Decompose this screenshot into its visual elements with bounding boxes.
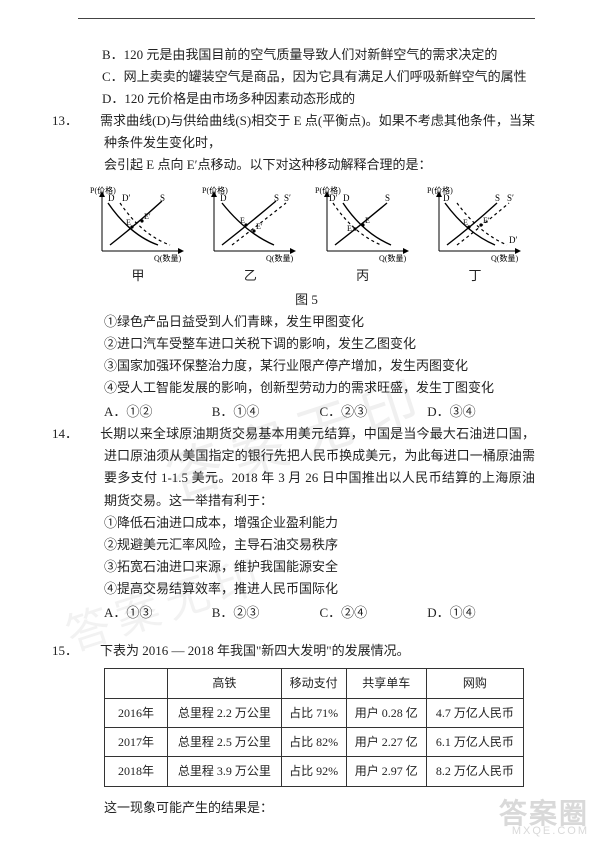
chart-jia: P(价格) Q(数量) D D′ S E E′ 甲 bbox=[88, 183, 188, 287]
q13-opt-a: A．①② bbox=[104, 401, 212, 423]
chart-jia-label: 甲 bbox=[88, 265, 188, 287]
svg-text:D: D bbox=[108, 193, 115, 203]
q13-circ-4: ④受人工智能发展的影响，创新型劳动力的需求旺盛，发生丁图变化 bbox=[78, 377, 535, 399]
q14-circ-1: ①降低石油进口成本，增强企业盈利能力 bbox=[78, 512, 535, 534]
cell: 6.1 万亿人民币 bbox=[426, 727, 523, 756]
th-col3: 共享单车 bbox=[346, 669, 426, 698]
th-col2: 移动支付 bbox=[281, 669, 346, 698]
th-col1: 高铁 bbox=[168, 669, 282, 698]
chart-ding: P(价格) Q(数量) D D′ S S′ E E′ bbox=[425, 183, 525, 287]
chart-yi-label: 乙 bbox=[200, 265, 300, 287]
cell: 8.2 万亿人民币 bbox=[426, 757, 523, 786]
svg-text:E′: E′ bbox=[256, 222, 263, 231]
cell: 总里程 2.5 万公里 bbox=[168, 727, 282, 756]
table-row-header: 高铁 移动支付 共享单车 网购 bbox=[105, 669, 524, 698]
svg-text:E′: E′ bbox=[144, 212, 151, 221]
cell: 4.7 万亿人民币 bbox=[426, 698, 523, 727]
q13-number: 13． bbox=[78, 110, 100, 132]
chart-bing: P(价格) Q(数量) D D′ S E E′ 丙 bbox=[313, 183, 413, 287]
q14-circ-2: ②规避美元汇率风险，主导石油交易秩序 bbox=[78, 534, 535, 556]
q15-table: 高铁 移动支付 共享单车 网购 2016年 总里程 2.2 万公里 占比 71%… bbox=[104, 668, 524, 787]
svg-text:S: S bbox=[160, 193, 165, 203]
cell: 2017年 bbox=[105, 727, 168, 756]
table-row: 2017年 总里程 2.5 万公里 占比 82% 用户 2.27 亿 6.1 万… bbox=[105, 727, 524, 756]
q14-options: A．①③ B．②③ C．②④ D．①④ bbox=[78, 602, 535, 624]
q12-option-c: C．网上卖卖的罐装空气是商品，因为它具有满足人们呼吸新鲜空气的属性 bbox=[102, 66, 535, 88]
cell: 用户 2.27 亿 bbox=[346, 727, 426, 756]
table-row: 2018年 总里程 3.9 万公里 占比 92% 用户 2.97 亿 8.2 万… bbox=[105, 757, 524, 786]
q14-opt-b: B．②③ bbox=[212, 602, 320, 624]
q13-stem-line2: 会引起 E 点向 E′点移动。以下对这种移动解释合理的是： bbox=[78, 154, 535, 176]
svg-text:D′: D′ bbox=[329, 193, 337, 203]
cell: 占比 82% bbox=[281, 727, 346, 756]
q13-chart-row: P(价格) Q(数量) D D′ S E E′ 甲 bbox=[88, 183, 525, 287]
svg-text:D: D bbox=[220, 193, 227, 203]
q15-number: 15． bbox=[78, 640, 100, 662]
svg-text:E: E bbox=[126, 218, 131, 227]
cell: 占比 71% bbox=[281, 698, 346, 727]
svg-text:Q(数量): Q(数量) bbox=[154, 253, 181, 263]
cell: 总里程 3.9 万公里 bbox=[168, 757, 282, 786]
svg-text:S: S bbox=[385, 193, 390, 203]
q14-circ-4: ④提高交易结算效率，推进人民币国际化 bbox=[78, 578, 535, 600]
chart-bing-label: 丙 bbox=[313, 265, 413, 287]
table-row: 2016年 总里程 2.2 万公里 占比 71% 用户 0.28 亿 4.7 万… bbox=[105, 698, 524, 727]
page: 答案无印 答案无印 B．120 元是由我国目前的空气质量导致人们对新鲜空气的需求… bbox=[0, 0, 595, 842]
svg-text:S′: S′ bbox=[284, 193, 291, 203]
q13-circ-1: ①绿色产品日益受到人们青睐，发生甲图变化 bbox=[78, 311, 535, 333]
cell: 占比 92% bbox=[281, 757, 346, 786]
svg-text:S: S bbox=[495, 193, 500, 203]
q15-tail: 这一现象可能产生的结果是： bbox=[78, 797, 535, 819]
svg-text:S: S bbox=[274, 193, 279, 203]
q13-stem: 13．需求曲线(D)与供给曲线(S)相交于 E 点(平衡点)。如果不考虑其他条件… bbox=[78, 110, 535, 154]
svg-text:E: E bbox=[365, 216, 370, 225]
q12-option-b: B．120 元是由我国目前的空气质量导致人们对新鲜空气的需求决定的 bbox=[102, 44, 535, 66]
cell: 用户 2.97 亿 bbox=[346, 757, 426, 786]
q14-circ-3: ③拓宽石油进口来源，维护我国能源安全 bbox=[78, 556, 535, 578]
q14-opt-d: D．①④ bbox=[427, 602, 535, 624]
header-faded-text bbox=[78, 19, 535, 36]
cell: 总里程 2.2 万公里 bbox=[168, 698, 282, 727]
q13-stem-line1: 需求曲线(D)与供给曲线(S)相交于 E 点(平衡点)。如果不考虑其他条件，当某… bbox=[100, 113, 535, 150]
chart-ding-label: 丁 bbox=[425, 265, 525, 287]
svg-text:Q(数量): Q(数量) bbox=[491, 253, 518, 263]
q14-stem-text: 长期以来全球原油期货交易基本用美元结算，中国是当今最大石油进口国，进口原油须从美… bbox=[100, 426, 535, 507]
logo-text-2: MXQE.COM bbox=[499, 826, 589, 838]
cell: 用户 0.28 亿 bbox=[346, 698, 426, 727]
svg-text:S′: S′ bbox=[507, 193, 514, 203]
bottom-logo: 答案圈 MXQE.COM bbox=[499, 799, 589, 838]
cell: 2018年 bbox=[105, 757, 168, 786]
svg-text:E′: E′ bbox=[483, 216, 490, 225]
svg-text:E: E bbox=[463, 218, 468, 227]
q15-stem-text: 下表为 2016 — 2018 年我国"新四大发明"的发展情况。 bbox=[100, 643, 410, 658]
svg-text:E: E bbox=[240, 216, 245, 225]
cell: 2016年 bbox=[105, 698, 168, 727]
svg-text:D′: D′ bbox=[509, 235, 517, 245]
chart-yi: P(价格) Q(数量) S S′ D E E′ 乙 bbox=[200, 183, 300, 287]
q14-opt-c: C．②④ bbox=[320, 602, 428, 624]
th-col4: 网购 bbox=[426, 669, 523, 698]
q14-opt-a: A．①③ bbox=[104, 602, 212, 624]
th-blank bbox=[105, 669, 168, 698]
q15-table-wrap: 高铁 移动支付 共享单车 网购 2016年 总里程 2.2 万公里 占比 71%… bbox=[78, 668, 535, 787]
q12-option-d: D．120 元价格是由市场多种因素动态形成的 bbox=[102, 88, 535, 110]
q13-options: A．①② B．①④ C．②③ D．③④ bbox=[78, 401, 535, 423]
q14-number: 14． bbox=[78, 423, 100, 445]
q13-circ-2: ②进口汽车受整车进口关税下调的影响，发生乙图变化 bbox=[78, 333, 535, 355]
q13-opt-b: B．①④ bbox=[212, 401, 320, 423]
svg-text:D: D bbox=[343, 193, 350, 203]
logo-text-1: 答案圈 bbox=[499, 799, 589, 828]
svg-text:D′: D′ bbox=[122, 193, 130, 203]
q13-circ-3: ③国家加强环保整治力度，某行业限产停产增加，发生丙图变化 bbox=[78, 355, 535, 377]
q15-stem: 15．下表为 2016 — 2018 年我国"新四大发明"的发展情况。 bbox=[78, 640, 535, 662]
svg-text:Q(数量): Q(数量) bbox=[379, 253, 406, 263]
svg-text:E′: E′ bbox=[347, 224, 354, 233]
svg-text:Q(数量): Q(数量) bbox=[266, 253, 293, 263]
svg-text:D: D bbox=[443, 193, 450, 203]
q13-opt-d: D．③④ bbox=[427, 401, 535, 423]
chart-caption: 图 5 bbox=[78, 289, 535, 311]
q13-opt-c: C．②③ bbox=[320, 401, 428, 423]
q14-stem: 14．长期以来全球原油期货交易基本用美元结算，中国是当今最大石油进口国，进口原油… bbox=[78, 423, 535, 511]
